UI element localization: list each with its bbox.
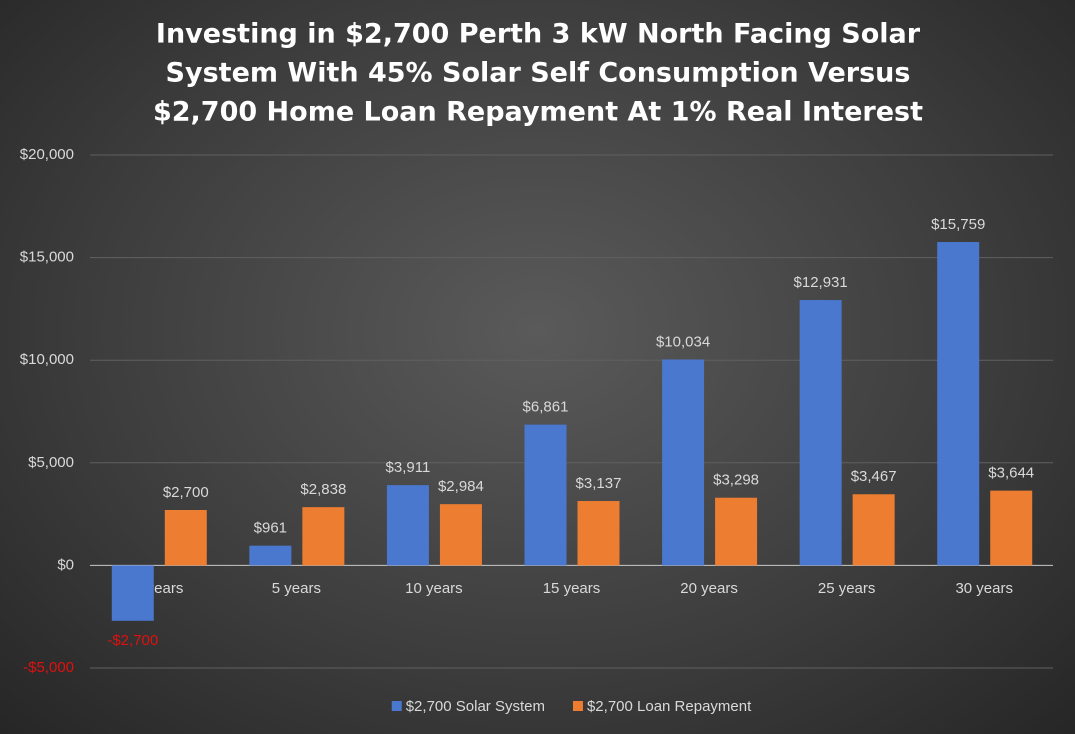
legend-swatch [391, 701, 402, 711]
value-label: -$2,700 [107, 632, 158, 649]
bar [302, 507, 345, 566]
value-label: $10,034 [656, 333, 710, 350]
value-label: $3,137 [576, 475, 622, 492]
bar [524, 424, 567, 566]
value-label: $12,931 [794, 274, 848, 291]
y-tick-label: $15,000 [20, 249, 74, 266]
bar [990, 490, 1033, 566]
value-label: $3,298 [713, 472, 759, 489]
bar [852, 494, 895, 566]
legend-swatch [572, 701, 583, 711]
value-label: $3,467 [851, 468, 897, 485]
y-tick-label: $5,000 [28, 454, 74, 471]
value-label: $961 [254, 520, 287, 537]
x-tick-label: 25 years [818, 580, 876, 597]
legend-label: $2,700 Solar System [406, 698, 545, 715]
bar [662, 359, 705, 566]
chart-title: Investing in $2,700 Perth 3 kW North Fac… [156, 19, 921, 50]
legend-label: $2,700 Loan Repayment [587, 698, 752, 715]
bar [937, 242, 980, 566]
x-tick-label: 10 years [405, 580, 463, 597]
x-tick-label: 5 years [272, 580, 321, 597]
y-tick-label: $0 [57, 556, 74, 573]
y-tick-label: $10,000 [20, 351, 74, 368]
bar [111, 565, 154, 621]
value-label: $2,700 [163, 484, 209, 501]
chart-title: System With 45% Solar Self Consumption V… [166, 58, 911, 89]
value-label: $15,759 [931, 216, 985, 233]
value-label: $3,911 [386, 459, 431, 476]
x-tick-label: 30 years [955, 580, 1013, 597]
x-tick-label: 20 years [680, 580, 738, 597]
value-label: $2,838 [300, 481, 346, 498]
bar [799, 300, 842, 566]
y-tick-label: $20,000 [20, 146, 74, 163]
bar [249, 545, 292, 566]
value-label: $3,644 [988, 465, 1034, 482]
y-tick-label: -$5,000 [23, 659, 74, 676]
value-label: $2,984 [438, 478, 484, 495]
bar [439, 504, 482, 566]
chart-title: $2,700 Home Loan Repayment At 1% Real In… [153, 97, 923, 128]
value-label: $6,861 [523, 399, 569, 416]
bar [715, 497, 758, 566]
bar [164, 509, 207, 566]
bar [386, 485, 429, 566]
bar [577, 501, 620, 566]
x-tick-label: 15 years [543, 580, 601, 597]
